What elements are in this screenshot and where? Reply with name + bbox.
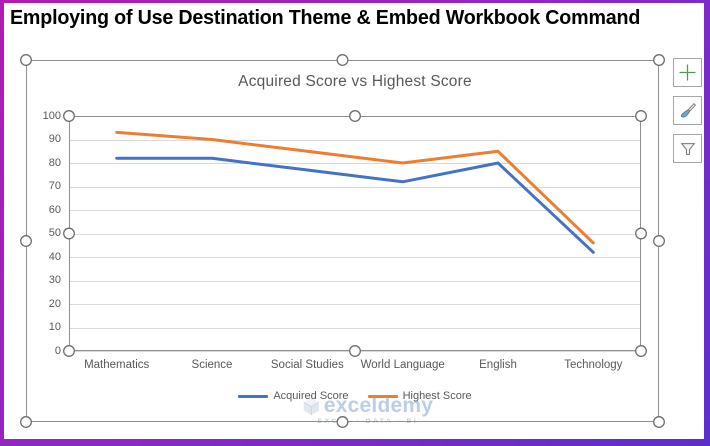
selection-handle[interactable]: [653, 416, 665, 428]
chart-filters-button[interactable]: [673, 134, 702, 163]
legend-line-swatch: [238, 394, 269, 398]
selection-handle[interactable]: [336, 54, 349, 66]
selection-handle[interactable]: [349, 345, 361, 357]
selection-handle[interactable]: [20, 235, 32, 247]
selection-handle[interactable]: [20, 416, 32, 428]
watermark-tagline: EXCEL · DATA · BI: [317, 418, 419, 425]
legend-label: Acquired Score: [273, 390, 349, 402]
selection-handle[interactable]: [653, 235, 665, 247]
selection-handle[interactable]: [63, 345, 75, 357]
chart-elements-button[interactable]: [673, 58, 702, 87]
selection-handle[interactable]: [20, 54, 32, 66]
selection-handle[interactable]: [63, 110, 75, 122]
legend-item[interactable]: Highest Score: [367, 390, 472, 402]
plus-icon: [679, 64, 696, 81]
legend-label: Highest Score: [402, 390, 472, 402]
legend-item[interactable]: Acquired Score: [238, 390, 349, 402]
selection-handle[interactable]: [635, 110, 647, 122]
chart-object[interactable]: [26, 60, 659, 422]
chart-legend: Acquired Score Highest Score: [0, 390, 710, 402]
page-title: Employing of Use Destination Theme & Emb…: [10, 6, 641, 29]
selection-handle[interactable]: [653, 54, 665, 66]
legend-line-swatch: [367, 394, 398, 398]
chart-styles-button[interactable]: [673, 96, 702, 125]
selection-handle[interactable]: [635, 345, 647, 357]
selection-handle[interactable]: [349, 110, 361, 122]
funnel-icon: [680, 142, 695, 155]
selection-handle[interactable]: [63, 227, 75, 240]
selection-handle[interactable]: [336, 416, 349, 428]
paintbrush-icon: [680, 102, 697, 118]
chart-title[interactable]: Acquired Score vs Highest Score: [238, 73, 472, 90]
selection-handle[interactable]: [635, 227, 647, 240]
